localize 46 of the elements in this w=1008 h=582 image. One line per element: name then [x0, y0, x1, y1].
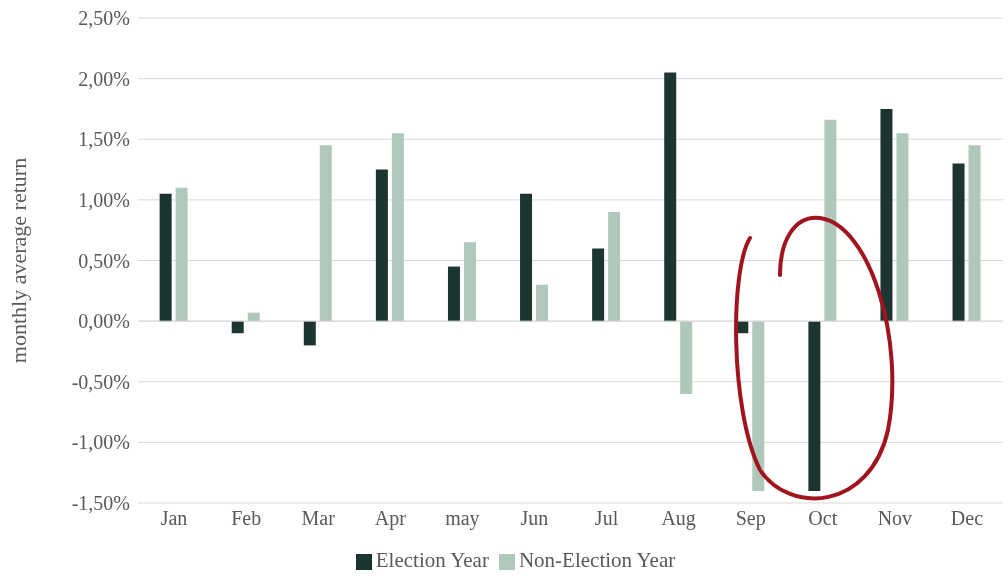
- bar: [968, 145, 981, 322]
- y-tick-label: -1,50%: [71, 492, 130, 515]
- x-tick-label: Nov: [877, 507, 913, 530]
- y-tick-label: 0,00%: [78, 310, 130, 333]
- bar: [664, 72, 677, 322]
- x-tick-label: Jun: [520, 507, 549, 530]
- bar: [375, 169, 388, 322]
- x-tick-label: Oct: [808, 507, 838, 530]
- bar: [231, 321, 244, 334]
- x-tick-label: Apr: [374, 507, 407, 531]
- bar: [175, 187, 188, 322]
- y-tick-label: 2,50%: [78, 7, 130, 30]
- bar: [391, 133, 404, 322]
- bar: [159, 193, 172, 322]
- x-tick-label: Feb: [231, 507, 262, 530]
- bar: [536, 284, 549, 322]
- y-tick-label: -1,00%: [71, 431, 130, 454]
- y-axis-title: monthly average return: [5, 157, 31, 364]
- bar: [608, 212, 621, 322]
- x-tick-label: Dec: [950, 507, 984, 530]
- legend-label: Election Year: [375, 548, 489, 572]
- x-tick-label: Mar: [301, 507, 336, 530]
- bar: [520, 193, 533, 322]
- y-tick-label: 1,50%: [78, 128, 130, 151]
- bar: [952, 163, 965, 322]
- y-tick-label: 0,50%: [78, 249, 130, 272]
- legend-label: Non-Election Year: [518, 548, 676, 572]
- bar: [592, 248, 605, 322]
- bar: [680, 321, 693, 394]
- x-tick-label: Aug: [661, 507, 696, 531]
- bar: [303, 321, 316, 346]
- y-tick-label: -0,50%: [71, 370, 130, 393]
- bar: [463, 242, 476, 322]
- bar: [824, 119, 837, 322]
- bar: [319, 145, 332, 322]
- y-tick-label: 1,00%: [78, 188, 130, 211]
- bar: [447, 266, 460, 322]
- bar: [880, 108, 893, 322]
- x-tick-label: Sep: [735, 507, 766, 531]
- x-tick-label: Jul: [594, 507, 619, 530]
- x-tick-label: Jan: [160, 507, 188, 530]
- y-tick-label: 2,00%: [78, 67, 130, 90]
- bar: [896, 133, 909, 322]
- bar: [808, 321, 821, 491]
- bar: [752, 321, 765, 491]
- x-tick-label: may: [445, 507, 480, 531]
